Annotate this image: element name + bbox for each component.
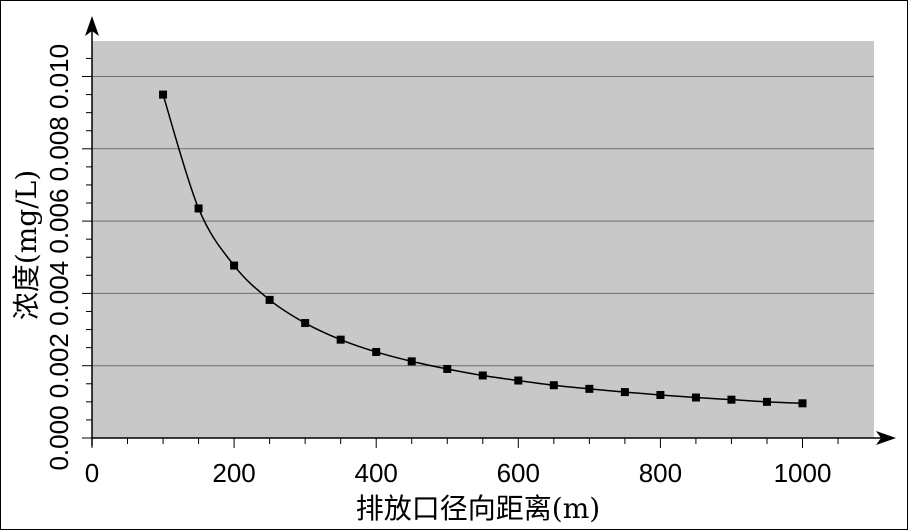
data-point-marker — [514, 376, 523, 385]
y-tick-label: 0.006 — [44, 189, 74, 254]
x-tick-label: 600 — [497, 458, 540, 488]
y-tick-label: 0.004 — [44, 261, 74, 326]
x-tick-label: 1000 — [774, 458, 832, 488]
data-point-marker — [372, 347, 381, 356]
data-point-marker — [656, 390, 665, 399]
data-point-marker — [194, 204, 203, 213]
y-tick-label: 0.000 — [44, 405, 74, 470]
data-point-marker — [407, 357, 416, 366]
y-axis-arrow — [85, 16, 99, 36]
x-tick-label: 800 — [639, 458, 682, 488]
x-tick-label: 200 — [212, 458, 255, 488]
ticks: 0 200 400 600 800 1000 0.000 0.002 0.004 0.006 0.0… — [44, 44, 839, 488]
data-point-marker — [336, 335, 345, 344]
x-tick-label: 0 — [85, 458, 99, 488]
data-point-marker — [691, 393, 700, 402]
data-point-marker — [620, 388, 629, 397]
data-point-marker — [798, 399, 807, 408]
axes — [85, 16, 896, 446]
grid-lines — [92, 76, 874, 367]
y-tick-label: 0.010 — [44, 44, 74, 109]
x-axis-title: 排放口径向距离(m) — [356, 492, 600, 525]
data-point-marker — [762, 397, 771, 406]
y-tick-label: 0.008 — [44, 116, 74, 181]
data-point-marker — [159, 90, 168, 99]
data-point-marker — [265, 295, 274, 304]
x-axis-arrow — [876, 431, 896, 445]
data-point-marker — [301, 319, 310, 328]
data-point-marker — [443, 364, 452, 373]
data-series — [159, 90, 807, 408]
data-point-marker — [549, 381, 558, 390]
y-tick-label: 0.002 — [44, 333, 74, 398]
y-axis-title: 浓度(mg/L) — [10, 170, 43, 320]
data-point-marker — [727, 395, 736, 404]
data-point-marker — [230, 261, 239, 270]
x-tick-label: 400 — [355, 458, 398, 488]
data-point-marker — [478, 371, 487, 380]
data-point-marker — [585, 384, 594, 393]
